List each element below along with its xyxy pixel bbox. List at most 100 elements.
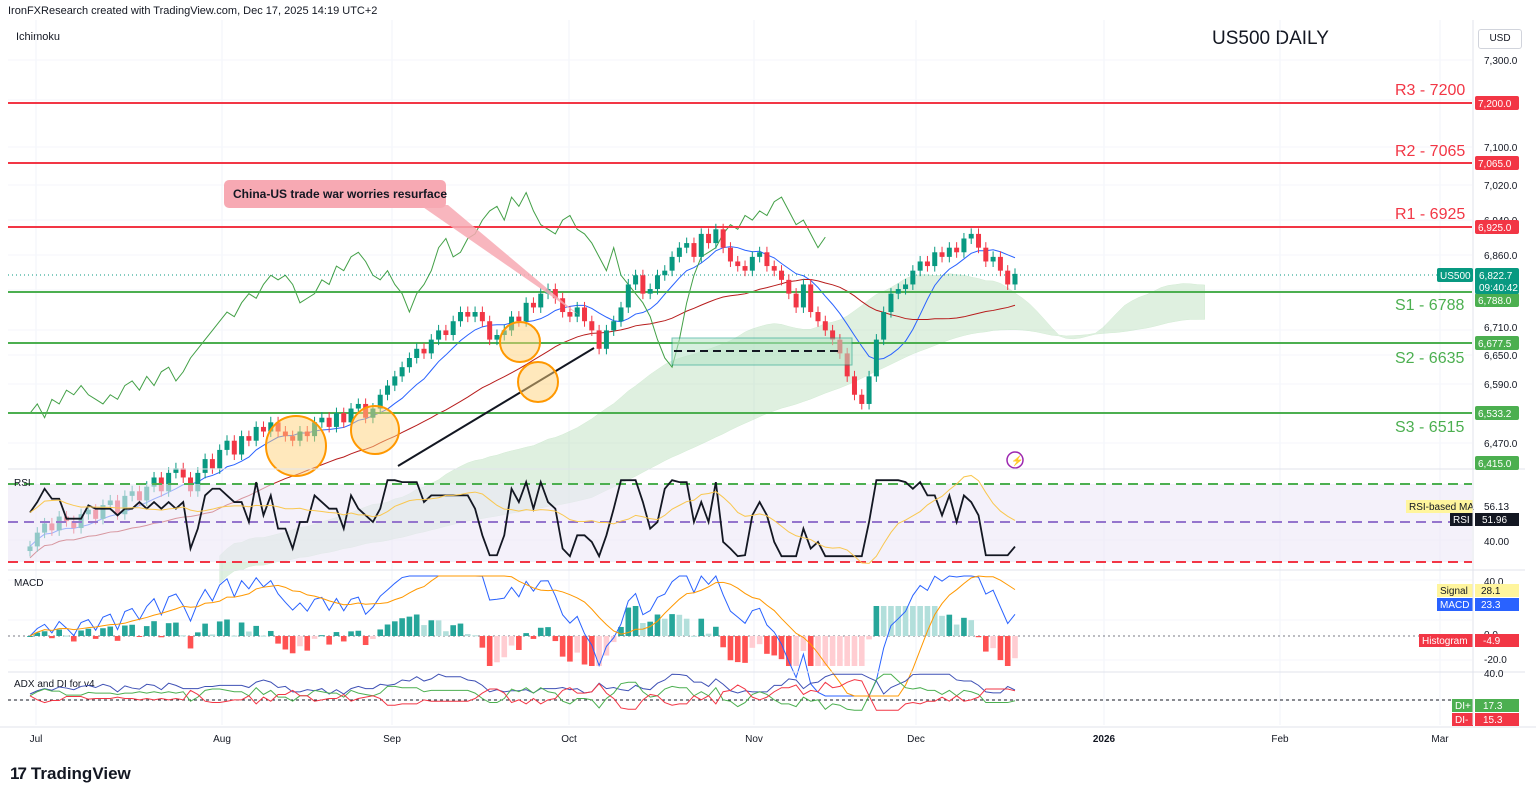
- candle-body: [385, 385, 391, 395]
- time-tick-label: Mar: [1431, 734, 1449, 745]
- candle-body: [260, 426, 266, 432]
- candle-body: [866, 376, 872, 404]
- macd-histogram-bar: [1012, 636, 1018, 659]
- highlight-circle: [517, 361, 559, 403]
- candlestick-series: [27, 223, 1018, 557]
- macd-histogram-bar: [136, 636, 143, 637]
- candle-body: [800, 284, 806, 308]
- candle-body: [910, 270, 916, 285]
- candle-body: [881, 312, 887, 340]
- candle-body: [611, 321, 617, 331]
- di-minus-value-tag: [1475, 713, 1519, 726]
- candle-body: [530, 302, 536, 308]
- macd-histogram-bar: [552, 636, 559, 642]
- highlight-circle: [350, 405, 400, 455]
- candle-body: [574, 307, 580, 317]
- level-price-tag-text: 6,533.2: [1478, 409, 1512, 420]
- candle-body: [786, 279, 792, 294]
- tradingview-logo[interactable]: 17 TradingView: [10, 764, 131, 784]
- candle-body: [662, 270, 668, 276]
- di-minus-line: [29, 679, 1016, 711]
- annotations: China-US trade war worries resurface ⚡: [224, 180, 1024, 477]
- extra-price-tag-text: 6,415.0: [1478, 459, 1512, 470]
- candle-body: [793, 293, 799, 308]
- brand-name: TradingView: [30, 764, 131, 783]
- candle-body: [582, 307, 588, 322]
- earnings-icon[interactable]: [1006, 451, 1024, 469]
- macd-histogram-bar: [888, 606, 894, 636]
- histogram-value-tag: [1475, 634, 1519, 647]
- macd-histogram-bar: [800, 636, 807, 651]
- candle-body: [319, 417, 325, 423]
- candle-body: [698, 233, 704, 257]
- level-price-tag: [1475, 293, 1519, 307]
- level-price-tag: [1475, 96, 1519, 110]
- macd-histogram-bar: [92, 636, 99, 639]
- macd-histogram-bar: [939, 615, 945, 636]
- candle-body: [815, 312, 821, 322]
- candle-body: [589, 321, 595, 331]
- macd-histogram-bar: [319, 635, 325, 637]
- candle-body: [202, 459, 208, 473]
- macd-histogram-bar: [968, 620, 975, 636]
- rsi-tick: 40.00: [1484, 537, 1509, 548]
- macd-histogram-bar: [165, 623, 172, 636]
- di-plus-line: [29, 673, 1016, 711]
- macd-histogram-bar: [486, 636, 493, 666]
- signal-value: 28.1: [1481, 586, 1501, 597]
- candle-body: [873, 339, 879, 377]
- candle-body: [151, 477, 157, 487]
- macd-histogram-bar: [793, 636, 799, 666]
- macd-histogram-bar: [34, 632, 41, 636]
- macd-histogram-bar: [362, 636, 369, 646]
- macd-histogram-bar: [129, 624, 135, 636]
- macd-histogram-bar: [333, 632, 340, 636]
- macd-histogram-bar: [654, 614, 661, 636]
- macd-tag: [1437, 598, 1473, 611]
- rsi-panel: RSI 40.00 RSI-based MA 56.13 RSI 51.96: [8, 468, 1525, 564]
- macd-histogram-bar: [961, 617, 967, 636]
- tv-logo-icon: 17: [10, 764, 27, 783]
- macd-histogram-bar: [253, 625, 259, 636]
- macd-histogram-bar: [807, 636, 814, 666]
- currency-selector[interactable]: USD: [1478, 29, 1522, 49]
- level-price-tag: [1475, 156, 1519, 170]
- level-price-tag-text: 6,788.0: [1478, 296, 1512, 307]
- candle-body: [1005, 270, 1011, 285]
- candle-body: [954, 247, 960, 253]
- macd-histogram-bar: [260, 635, 267, 637]
- level-label: S1 - 6788: [1395, 297, 1464, 314]
- candle-body: [487, 321, 493, 340]
- price-tick-label: 7,020.0: [1484, 181, 1518, 192]
- symbol-tag: [1437, 268, 1473, 282]
- lagging-span: [29, 191, 826, 419]
- level-label: S2 - 6635: [1395, 350, 1464, 367]
- candle-body: [355, 403, 361, 409]
- macd-histogram-bar: [574, 636, 581, 653]
- price-tick-label: 7,300.0: [1484, 56, 1518, 67]
- trendline: [397, 347, 595, 467]
- macd-histogram-bar: [49, 636, 55, 639]
- macd-histogram-bar: [85, 628, 92, 636]
- macd-histogram-bar: [596, 636, 602, 666]
- macd-histogram-bar: [114, 636, 121, 641]
- macd-histogram-bar: [647, 621, 653, 636]
- rsi-tag-label: RSI: [1453, 515, 1470, 526]
- macd-histogram-bar: [902, 606, 909, 636]
- candle-body: [414, 348, 420, 358]
- candle-body: [392, 376, 398, 386]
- macd-histogram-bar: [304, 636, 311, 651]
- macd-histogram-bar: [56, 629, 62, 636]
- macd-histogram-bar: [683, 618, 690, 636]
- rsi-ma-value: 56.13: [1484, 502, 1509, 513]
- macd-histogram-bar: [282, 636, 289, 650]
- macd-title: MACD: [14, 578, 43, 589]
- macd-histogram-bar: [917, 606, 923, 636]
- candle-body: [538, 293, 544, 308]
- macd-histogram-bar: [975, 636, 982, 638]
- candle-body: [436, 330, 442, 340]
- macd-histogram-bar: [158, 636, 165, 638]
- macd-panel: MACD40.00.0-20.0Signal28.1MACD23.3Histog…: [8, 569, 1525, 697]
- candle-body: [669, 256, 675, 271]
